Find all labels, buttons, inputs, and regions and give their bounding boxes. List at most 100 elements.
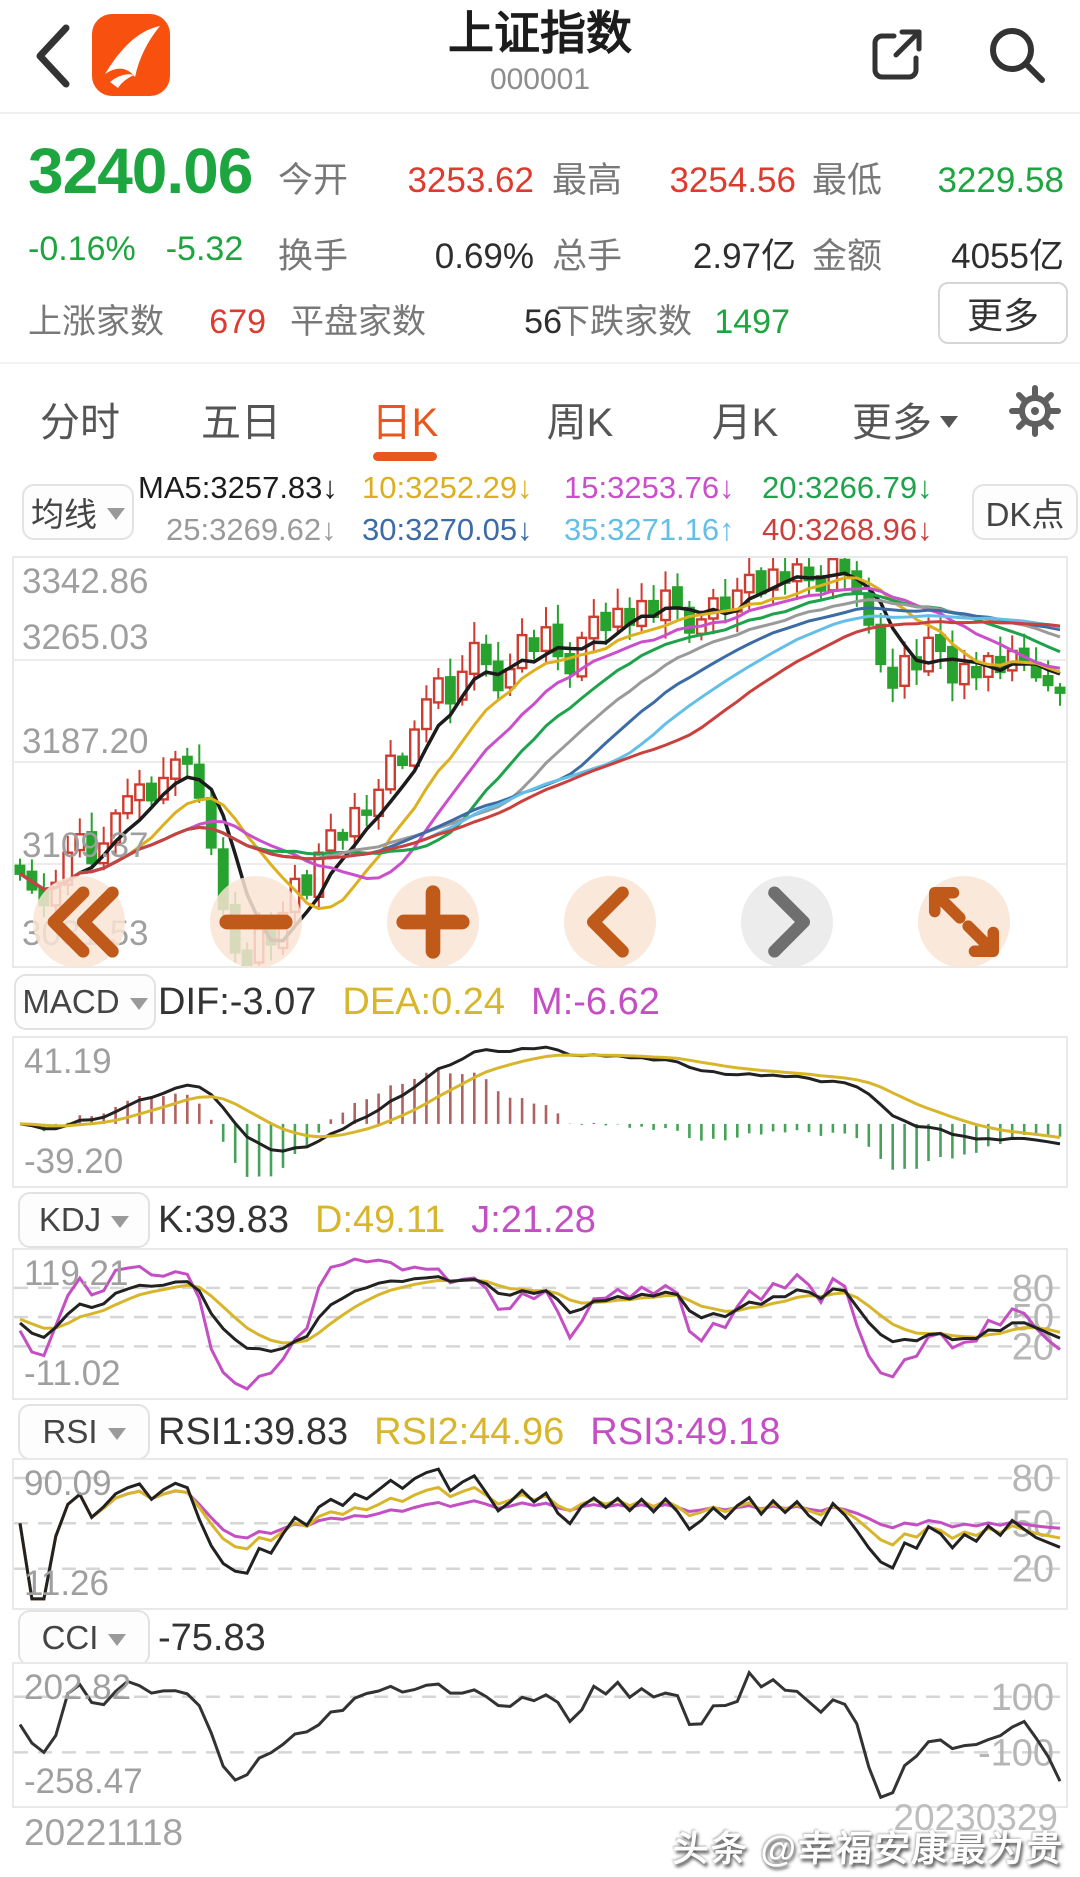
search-icon[interactable] [982,20,1052,90]
y-axis-label: 3265.03 [22,618,149,657]
settings-gear-icon[interactable] [1008,384,1062,438]
stat-value: 3229.58 [937,161,1064,200]
chevron-down-icon [111,1216,130,1228]
last-price: 3240.06 [28,135,253,207]
title-block: 上证指数 000001 [448,6,632,100]
rsi-value: RSI1:39.83 [158,1410,349,1453]
macd-label: MACD [22,983,120,1020]
chevron-down-icon [107,1428,126,1440]
stat-value: 4055亿 [951,237,1064,276]
tab-5day[interactable]: 五日 [201,401,281,445]
macd-selector-button[interactable]: MACD [14,974,156,1030]
kdj-value: D:49.11 [315,1198,446,1241]
ma-legend-item: 30:3270.05↓ [362,512,533,547]
stat-value: 3253.62 [407,161,534,200]
stock-code: 000001 [489,63,591,96]
kdj-selector-button[interactable]: KDJ [18,1192,150,1248]
cci-chart[interactable]: 202.82 -258.47 100 -100 [12,1662,1068,1808]
breadth-advancers: 上涨家数 679 [28,294,266,343]
macd-value: DIF:-3.07 [158,980,317,1023]
more-quote-button[interactable]: 更多 [938,282,1068,344]
pan-right-button[interactable] [741,876,833,968]
svg-text:20: 20 [1012,1549,1054,1591]
stat-label: 今开 [278,161,349,200]
stat-open: 今开 3253.62 [278,152,534,203]
stat-label: 总手 [552,237,623,276]
fullscreen-button[interactable] [918,876,1010,968]
ma-legend-item: 15:3253.76↓ [564,470,735,505]
macd-max-label: 41.19 [24,1042,112,1081]
tab-more[interactable]: 更多 [852,390,958,448]
breadth-unchanged: 平盘家数 56 [290,294,562,343]
chevron-down-icon [129,998,148,1010]
rsi-max-label: 90.09 [24,1464,112,1503]
ma-selector-button[interactable]: 均线 [22,484,134,540]
pan-left-button[interactable] [564,876,656,968]
zoom-out-button[interactable] [210,876,302,968]
kdj-max-label: 119.21 [24,1254,129,1293]
ma-selector-label: 均线 [31,496,97,533]
dk-point-label: DK点 [985,496,1065,533]
stat-amount: 金额 4055亿 [812,228,1064,279]
breadth-label: 平盘家数 [290,303,426,341]
tab-more-label: 更多 [852,401,932,445]
chevron-down-icon [940,416,958,428]
stat-volume: 总手 2.97亿 [552,228,796,279]
chevron-down-icon [108,1634,127,1646]
cci-min-label: -258.47 [24,1762,143,1801]
macd-chart[interactable]: 41.19 -39.20 [12,1036,1068,1188]
breadth-value: 56 [524,303,562,341]
candlestick-chart[interactable]: 3342.86 3265.03 3187.20 3109.37 3031.53 [12,556,1068,968]
stat-low: 最低 3229.58 [812,152,1064,203]
zoom-in-button[interactable] [387,876,479,968]
cci-max-label: 202.82 [24,1668,132,1707]
breadth-value: 1497 [714,303,790,341]
stat-label: 最低 [812,161,883,200]
kdj-value: K:39.83 [158,1198,289,1241]
ma-legend-item: MA5:3257.83↓ [138,470,338,505]
kdj-chart[interactable]: 119.21 -11.02 80 50 20 [12,1248,1068,1400]
breadth-label: 上涨家数 [28,303,164,341]
ma-legend-item: 10:3252.29↓ [362,470,533,505]
change-percent: -0.16% [28,230,136,268]
ma-legend-item: 40:3268.96↓ [762,512,933,547]
x-axis-end-date: 20230329 [893,1797,1058,1838]
cci-value: -75.83 [158,1616,266,1659]
stat-value: 0.69% [434,237,534,276]
rewind-button[interactable] [33,876,125,968]
stat-label: 换手 [278,237,349,276]
ma-legend-item: 25:3269.62↓ [166,512,337,547]
cci-selector-button[interactable]: CCI [18,1610,150,1666]
dk-point-button[interactable]: DK点 [972,484,1078,540]
tab-minute[interactable]: 分时 [40,401,120,445]
rsi-value: RSI3:49.18 [590,1410,781,1453]
tab-weekly-k[interactable]: 周K [546,401,614,445]
tab-monthly-k[interactable]: 月K [711,401,779,445]
stat-high: 最高 3254.56 [552,152,796,203]
cci-label: CCI [41,1619,99,1656]
stat-label: 最高 [552,161,623,200]
breadth-decliners: 下跌家数 1497 [556,294,790,343]
share-icon[interactable] [862,22,930,90]
active-tab-underline [373,452,437,461]
change-amount: -5.32 [165,230,244,268]
back-icon[interactable] [28,22,76,90]
kdj-value: J:21.28 [471,1198,596,1241]
kdj-min-label: -11.02 [24,1354,121,1393]
breadth-label: 下跌家数 [556,303,692,341]
header: 上证指数 000001 [0,0,1080,114]
y-axis-label: 3187.20 [22,722,149,761]
stat-value: 3254.56 [669,161,796,200]
kdj-header: KDJ K:39.83 D:49.11 J:21.28 [0,1190,1080,1250]
app-logo-icon[interactable] [92,14,170,96]
svg-text:100: 100 [991,1677,1054,1719]
rsi-min-label: 11.26 [24,1564,109,1603]
cci-header: CCI -75.83 [0,1608,1080,1668]
tab-daily-k[interactable]: 日K [371,401,439,445]
rsi-chart[interactable]: 90.09 11.26 80 50 20 [12,1458,1068,1610]
breadth-value: 679 [209,303,266,341]
macd-header: MACD DIF:-3.07 DEA:0.24 M:-6.62 [0,972,1080,1032]
quote-section: 3240.06 -0.16% -5.32 今开 3253.62 最高 3254.56 最… [0,112,1080,362]
rsi-selector-button[interactable]: RSI [18,1404,150,1460]
